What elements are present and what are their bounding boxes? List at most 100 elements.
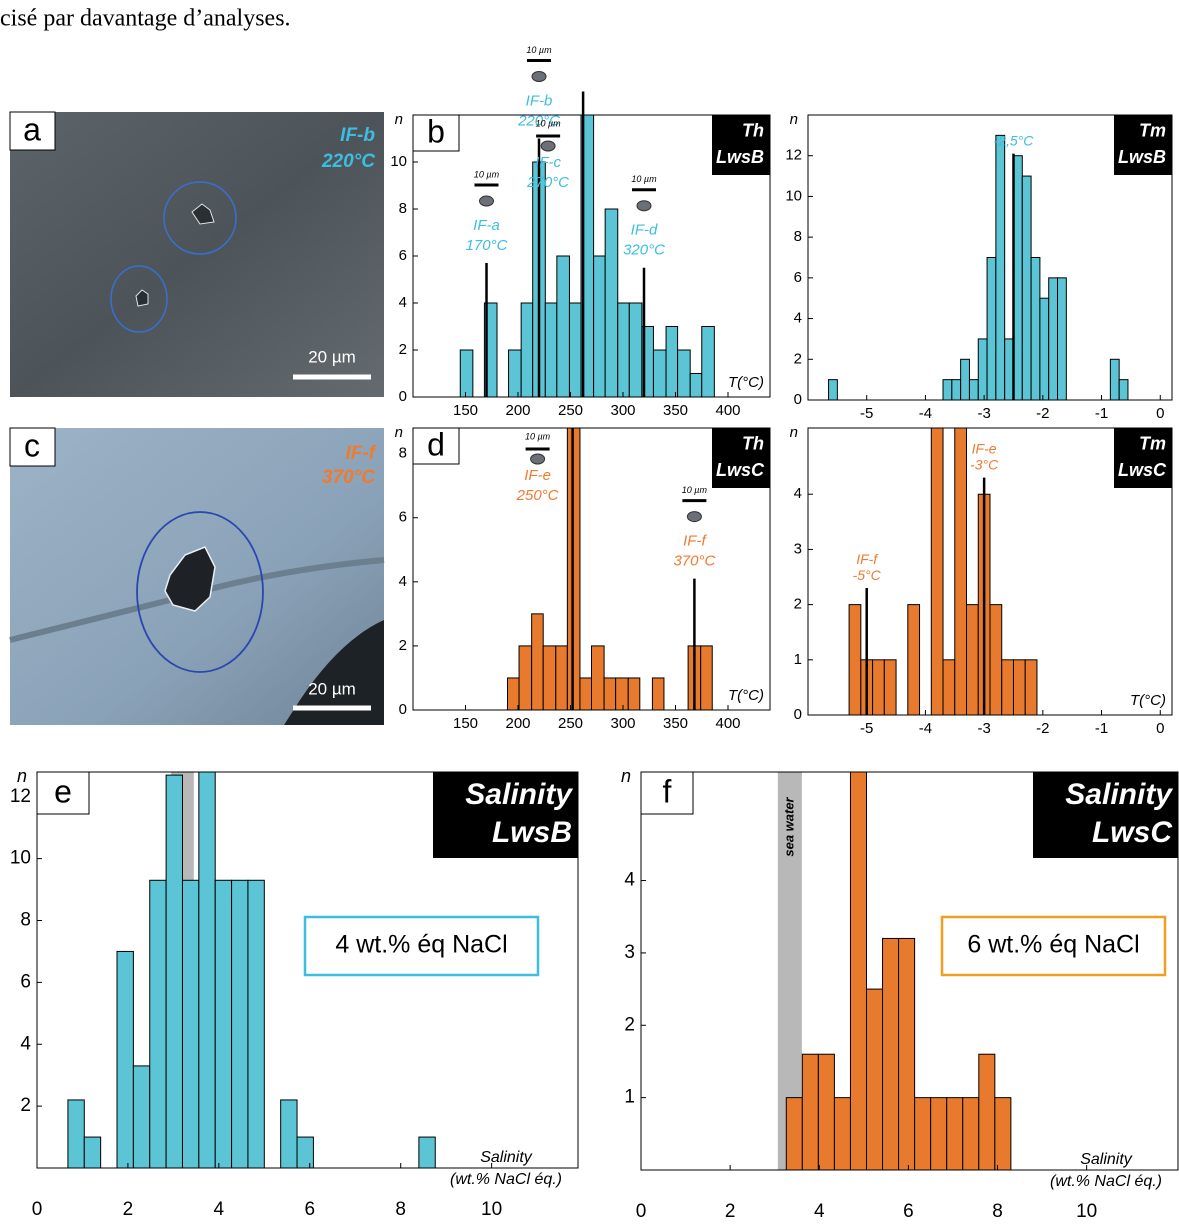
x-axis-label: (wt.% NaCl éq.) bbox=[450, 1171, 562, 1188]
panel-box bbox=[640, 771, 694, 815]
photo-c: c IF-f 370°C 20 µm bbox=[9, 427, 385, 725]
bar bbox=[942, 659, 956, 715]
bar bbox=[617, 302, 630, 397]
title-box bbox=[1033, 772, 1178, 858]
annotation-label: IF-f bbox=[856, 551, 879, 567]
bar bbox=[615, 677, 629, 710]
bar bbox=[848, 604, 862, 715]
y-tick-label: 10 bbox=[785, 187, 802, 204]
bar bbox=[994, 1097, 1012, 1170]
x-tick-label: 6 bbox=[304, 1199, 315, 1220]
annotation-label: -2,5°C bbox=[994, 132, 1035, 148]
panel-box bbox=[36, 771, 90, 815]
panel-letter: f bbox=[663, 773, 672, 809]
inclusion-circle bbox=[136, 511, 264, 673]
frame bbox=[807, 114, 1173, 401]
bar bbox=[801, 1053, 819, 1170]
bar bbox=[817, 1053, 835, 1170]
note-box bbox=[303, 915, 540, 977]
x-tick-label: 150 bbox=[453, 402, 478, 419]
bar bbox=[1012, 659, 1026, 715]
annotation-label: IF-b bbox=[526, 92, 553, 109]
x-tick-label: -2 bbox=[1036, 720, 1049, 737]
scale-label: 10 µm bbox=[682, 485, 708, 495]
inclusion-icon bbox=[540, 140, 556, 152]
annotation-label: IF-e bbox=[972, 440, 997, 456]
chart: 0 2 4 6 8 10 2 4 6 8 10 12n Salinity (wt.% NaCl éq.) S… bbox=[10, 766, 579, 1220]
y-tick-label: 8 bbox=[20, 910, 31, 931]
y-tick-label: 2 bbox=[399, 341, 407, 358]
x-tick-label: -2 bbox=[1036, 405, 1049, 422]
bar bbox=[568, 302, 582, 397]
annotation-label: 320°C bbox=[623, 242, 665, 259]
bar bbox=[883, 659, 897, 715]
bar bbox=[518, 645, 533, 710]
chart: 150 200 250 300 350 400 0 2 4 6 8 n T(°C) 10 µm IF-e 25… bbox=[395, 424, 771, 732]
chart: -5 -4 -3 -2 -1 0 0 1 2 3 4 n T(°C) IF-f-5°C IF-e-3°C Tm… bbox=[790, 424, 1173, 737]
scale-label: 10 µm bbox=[526, 45, 552, 55]
bar bbox=[882, 937, 900, 1170]
bar bbox=[907, 604, 921, 715]
bar bbox=[898, 937, 916, 1170]
scale-label: 10 µm bbox=[631, 174, 657, 184]
x-tick-label: -1 bbox=[1095, 405, 1108, 422]
chart-title: Th bbox=[742, 434, 764, 454]
panel-box bbox=[9, 111, 56, 151]
x-tick-label: 400 bbox=[715, 402, 740, 419]
inclusion-icon bbox=[636, 200, 652, 212]
bar bbox=[977, 338, 988, 400]
x-axis-label: T(°C) bbox=[728, 687, 764, 704]
note-text: 6 wt.% éq NaCl bbox=[967, 931, 1139, 959]
inclusion-icon bbox=[479, 195, 494, 207]
y-tick-label: 0 bbox=[399, 388, 407, 405]
bar bbox=[872, 659, 885, 715]
y-tick-label: 0 bbox=[794, 391, 802, 408]
scale-label: 10 µm bbox=[535, 118, 561, 128]
x-tick-label: 8 bbox=[395, 1199, 406, 1220]
chart-title: Salinity bbox=[465, 778, 573, 811]
chart-title: Tm bbox=[1139, 434, 1166, 454]
x-tick-label: -4 bbox=[919, 720, 932, 737]
bar bbox=[83, 1136, 102, 1168]
inclusion-circle bbox=[163, 181, 237, 255]
x-tick-label: 4 bbox=[214, 1199, 225, 1220]
x-tick-label: 6 bbox=[903, 1201, 914, 1222]
bar bbox=[627, 677, 641, 710]
x-tick-label: 4 bbox=[814, 1201, 825, 1222]
annotation-label: 370°C bbox=[673, 553, 715, 570]
frame bbox=[412, 427, 771, 711]
y-tick-label: 3 bbox=[794, 540, 802, 557]
x-axis-label: T(°C) bbox=[728, 374, 764, 391]
panel-letter: c bbox=[24, 427, 40, 463]
bar bbox=[604, 208, 619, 397]
y-tick-label: 4 bbox=[794, 485, 802, 502]
bar bbox=[520, 302, 534, 397]
y-tick-label: 8 bbox=[399, 445, 407, 462]
x-tick-label: -5 bbox=[860, 720, 873, 737]
frame bbox=[640, 771, 1179, 1171]
scale-label: 10 µm bbox=[525, 431, 551, 441]
y-tick-label: 4 bbox=[794, 310, 802, 327]
y-tick-label: 4 bbox=[20, 1033, 31, 1054]
x-axis-label: (wt.% NaCl éq.) bbox=[1050, 1173, 1162, 1190]
panel-box bbox=[9, 427, 56, 467]
bar bbox=[865, 988, 884, 1170]
bar bbox=[651, 677, 665, 710]
bar bbox=[231, 879, 249, 1168]
bar bbox=[1012, 155, 1023, 400]
x-tick-label: 10 bbox=[1076, 1201, 1097, 1222]
bar bbox=[132, 1065, 151, 1168]
bar bbox=[542, 645, 557, 710]
bar bbox=[149, 879, 167, 1168]
bar bbox=[995, 134, 1006, 400]
bar bbox=[508, 349, 522, 397]
annotation-label: 170°C bbox=[466, 237, 508, 254]
x-tick-label: -3 bbox=[977, 720, 990, 737]
x-tick-label: 150 bbox=[453, 715, 478, 732]
title-box bbox=[433, 772, 578, 858]
x-tick-label: 2 bbox=[725, 1201, 736, 1222]
bar bbox=[544, 302, 558, 397]
plot-area bbox=[828, 134, 1129, 400]
